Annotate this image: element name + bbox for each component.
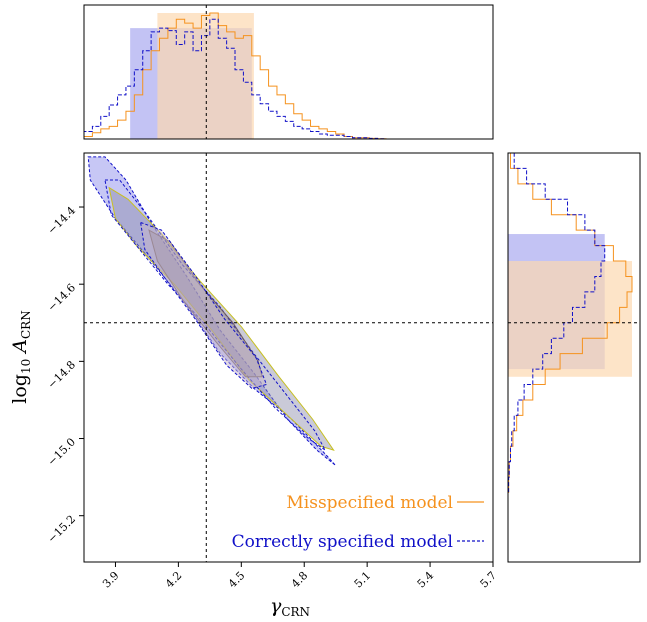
top-marginal-histogram: [83, 4, 494, 140]
x-tick-label: 5.7: [478, 569, 500, 591]
y-tick-label: −14.4: [45, 204, 78, 237]
y-axis-label: log10 ACRN: [9, 310, 33, 403]
x-tick-label: 4.8: [289, 569, 311, 591]
x-axis-label: γCRN: [270, 595, 310, 619]
joint-posterior-panel: 3.9 4.2 4.5 4.8 5.1 5.4 5.7 −14.4 −14.6 −14.8 −15…: [9, 152, 500, 619]
legend: Misspecified model Correctly specified m…: [232, 493, 484, 552]
legend-label-misspecified: Misspecified model: [286, 493, 453, 513]
contour-correct-mid: [104, 179, 326, 451]
right-ci-misspecified: [508, 261, 632, 377]
right-marginal-histogram: [507, 152, 641, 563]
x-tick-label: 5.1: [352, 569, 374, 591]
x-tick-label: 4.5: [226, 569, 248, 591]
contour-correct-inner: [140, 221, 268, 389]
x-tick-label: 4.2: [163, 569, 185, 591]
y-tick-label: −14.8: [45, 358, 78, 391]
legend-label-correct: Correctly specified model: [232, 532, 453, 552]
x-tick-label: 3.9: [100, 569, 122, 591]
y-tick-label: −15.0: [45, 435, 78, 468]
top-panel-frame: [83, 4, 494, 140]
y-tick-label: −14.6: [45, 281, 78, 314]
main-panel-frame: [83, 152, 494, 563]
top-ci-misspecified: [157, 13, 254, 139]
y-tick-label: −15.2: [45, 513, 78, 546]
right-panel-frame: [507, 152, 641, 563]
right-hist-correct: [507, 152, 606, 562]
x-tick-label: 5.4: [415, 569, 437, 591]
top-hist-correct: [83, 18, 493, 140]
